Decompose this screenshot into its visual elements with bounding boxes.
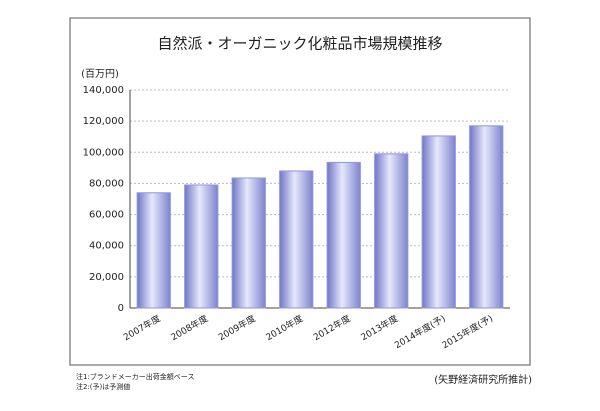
y-tick-label: 100,000 [83,147,124,158]
y-tick-label: 140,000 [83,85,124,96]
bar [184,184,219,309]
y-tick-label: 20,000 [89,272,124,283]
note: 注2:(予)は予測値 [76,382,130,391]
bar [374,153,409,309]
note: 注1:ブランドメーカー出荷金額ベース [76,372,194,381]
source: (矢野経済研究所推計) [434,373,532,386]
bar [326,161,361,309]
bar [231,177,266,309]
bar [279,170,314,309]
bar [136,192,171,309]
y-tick-label: 120,000 [83,116,124,127]
y-tick-label: 40,000 [89,241,124,252]
bar [469,125,504,309]
y-axis-label: (百万円) [81,68,119,80]
y-tick-label: 0 [118,303,124,314]
bar [421,135,456,309]
y-tick-label: 80,000 [89,178,124,189]
chart-title: 自然派・オーガニック化粧品市場規模推移 [157,35,442,53]
y-tick-label: 60,000 [89,210,124,221]
